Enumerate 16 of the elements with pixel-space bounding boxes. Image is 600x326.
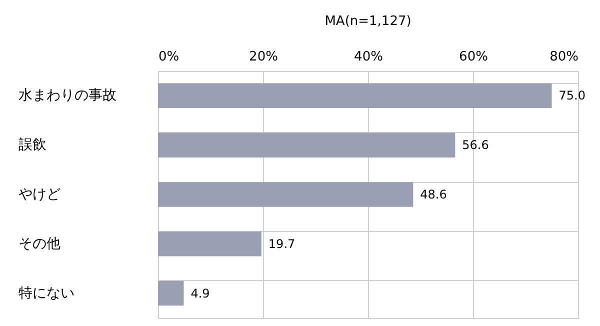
y-tick-label: その他 xyxy=(18,236,60,252)
y-tick-label: 特にない xyxy=(18,285,74,302)
data-label: 48.6 xyxy=(420,188,447,202)
y-tick-label: 誤飲 xyxy=(18,137,46,154)
data-label: 75.0 xyxy=(558,88,586,103)
data-label: 56.6 xyxy=(462,138,489,152)
chart-title: MA(n=1,127) xyxy=(324,14,412,29)
x-tick-label: 80% xyxy=(550,50,578,64)
x-tick-label: 20% xyxy=(249,50,278,64)
x-tick-label: 60% xyxy=(459,50,488,64)
x-tick-label: 40% xyxy=(354,50,383,64)
data-label: 19.7 xyxy=(268,236,296,251)
y-tick-label: 水まわりの事故 xyxy=(18,88,116,104)
y-tick-label: やけど xyxy=(18,186,60,202)
data-label: 4.9 xyxy=(190,286,210,300)
x-tick-label: 0% xyxy=(158,50,180,64)
